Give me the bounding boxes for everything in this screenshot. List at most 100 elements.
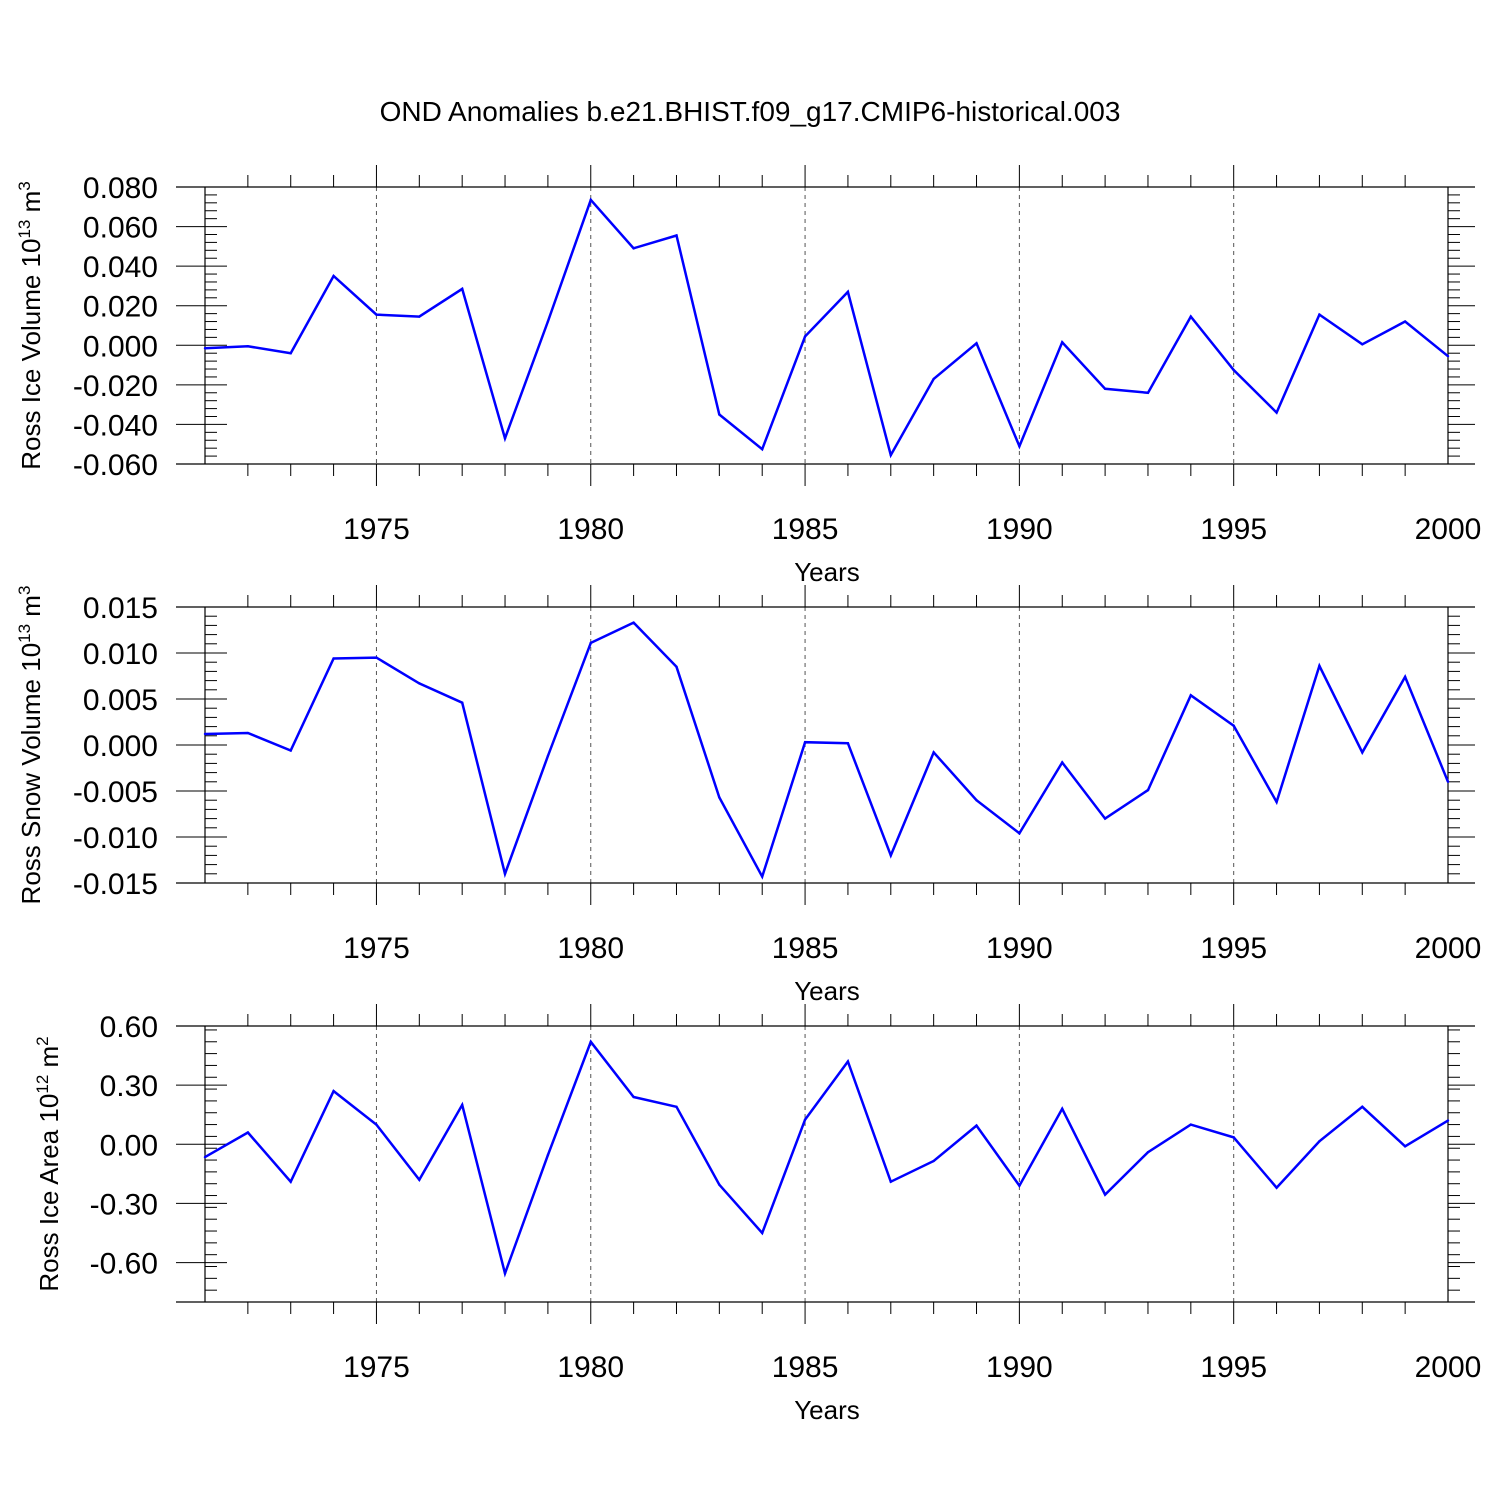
chart1-point-1983 [718, 413, 721, 416]
chart3-point-1980 [589, 1040, 592, 1043]
chart2-point-1987 [889, 854, 892, 857]
chart2-point-1994 [1189, 694, 1193, 697]
chart2-ytick-label: 0.010 [83, 638, 158, 671]
chart1-series-line [204, 197, 1449, 459]
chart3-point-1995 [1232, 1136, 1235, 1139]
chart2-point-1973 [289, 749, 292, 752]
chart1-point-1989 [975, 342, 978, 345]
chart3-series-line [204, 1039, 1449, 1278]
chart2-ytick-label: -0.015 [73, 868, 158, 901]
chart2-point-1996 [1275, 800, 1278, 804]
chart1-ytick-label: -0.060 [73, 449, 158, 482]
chart1-point-1973 [289, 352, 292, 355]
chart1-point-1979 [546, 320, 550, 323]
chart3-point-1987 [889, 1180, 892, 1183]
chart1-point-1990 [1018, 444, 1021, 448]
chart2-point-2000 [1446, 780, 1450, 783]
chart3-point-1975 [375, 1123, 378, 1126]
chart3-point-1974 [332, 1089, 335, 1093]
chart3-point-1990 [1018, 1184, 1021, 1187]
chart3-point-1992 [1103, 1193, 1107, 1196]
chart1-point-1984 [761, 447, 764, 451]
chart3-point-1984 [761, 1231, 764, 1235]
chart1-point-1976 [418, 315, 421, 318]
chart2-point-1997 [1318, 664, 1321, 668]
chart2-point-1978 [503, 872, 507, 875]
chart2-point-1972 [246, 731, 250, 735]
chart1-xtick-label: 1975 [343, 513, 410, 546]
chart1-point-1992 [1103, 387, 1107, 391]
chart2-series-line [204, 621, 1450, 880]
chart1-ytick-label: 0.080 [83, 172, 158, 205]
chart1-point-1994 [1189, 315, 1193, 318]
chart3-point-1999 [1403, 1145, 1407, 1148]
chart2-point-1999 [1403, 675, 1407, 679]
chart2-ytick-label: -0.005 [73, 776, 158, 809]
chart3-point-1996 [1275, 1186, 1278, 1189]
chart3-xtick-label: 1980 [557, 1351, 624, 1384]
chart1-xtick-label: 1980 [557, 513, 624, 546]
chart1-point-1991 [1061, 341, 1064, 344]
chart2-point-1971 [203, 732, 207, 736]
chart2-xtick-label: 1975 [343, 932, 410, 965]
chart1-point-1998 [1361, 343, 1364, 346]
chart2-xtick-label: 2000 [1415, 932, 1482, 965]
chart2-xtick-label: 1990 [986, 932, 1053, 965]
chart3-point-1998 [1361, 1105, 1364, 1109]
chart2-ytick-label: 0.015 [83, 592, 158, 625]
chart1-point-1993 [1146, 391, 1150, 394]
chart3-point-1979 [546, 1153, 550, 1157]
chart1-ytick-label: 0.060 [83, 212, 158, 245]
chart3-point-1978 [503, 1272, 507, 1275]
chart3-point-1989 [975, 1124, 978, 1127]
chart2-point-1980 [589, 641, 592, 645]
chart3-point-2000 [1446, 1119, 1450, 1122]
chart2-point-1984 [761, 875, 764, 878]
chart2-ylabel: Ross Snow Volume 1013 m3 [15, 586, 46, 905]
panel-snow-volume: 1975 1980 1985 1990 1995 2000 Years -0.015 -0.01… [15, 585, 1481, 1006]
chart1-point-1981 [632, 247, 635, 250]
chart3-xtick-label: 1990 [986, 1351, 1053, 1384]
chart1-ytick-label: 0.040 [83, 251, 158, 284]
chart1-point-1988 [932, 377, 935, 381]
chart3-point-1993 [1146, 1150, 1150, 1154]
chart3-point-1986 [846, 1060, 850, 1063]
panel-ice-area: 1975 1980 1985 1990 1995 2000 Years -0.60 -0.30 0… [33, 1004, 1481, 1425]
chart1-point-1985 [803, 335, 807, 338]
chart2-point-1988 [932, 751, 935, 754]
chart1-point-1995 [1232, 368, 1235, 372]
chart3-point-1997 [1318, 1140, 1321, 1143]
chart1-point-1986 [846, 290, 850, 294]
chart1-xtick-label: 1990 [986, 513, 1053, 546]
chart3-point-1983 [718, 1183, 721, 1186]
chart1-xtick-label: 1995 [1200, 513, 1267, 546]
chart3-xtick-label: 1975 [343, 1351, 410, 1384]
chart1-point-1980 [589, 198, 592, 202]
panel-ice-volume: 1975 1980 1985 1990 1995 2000 Years -0.060 -0.04… [15, 165, 1481, 587]
chart1-xlabel: Years [794, 557, 860, 587]
chart1-xtick-label: 1985 [772, 513, 839, 546]
chart2-point-1991 [1061, 761, 1064, 764]
chart2-xtick-label: 1985 [772, 932, 839, 965]
chart3-point-1977 [460, 1103, 464, 1107]
chart3-ylabel: Ross Ice Area 1012 m2 [33, 1036, 64, 1291]
chart2-point-1977 [460, 701, 464, 704]
chart3-ytick-label: -0.30 [90, 1188, 158, 1221]
chart2-point-1976 [418, 682, 421, 685]
chart3-ytick-label: 0.30 [100, 1070, 158, 1103]
figure-title: OND Anomalies b.e21.BHIST.f09_g17.CMIP6-… [379, 96, 1121, 127]
chart3-xtick-label: 1985 [772, 1351, 839, 1384]
chart2-point-1995 [1232, 724, 1235, 727]
chart1-point-1978 [503, 437, 507, 440]
chart2-point-1990 [1018, 832, 1021, 835]
chart1-ytick-label: -0.040 [73, 409, 158, 442]
chart1-point-1997 [1318, 313, 1321, 316]
chart2-point-1983 [718, 796, 721, 799]
chart2-point-1982 [675, 665, 678, 668]
chart2-point-1974 [332, 657, 335, 660]
chart1-point-1996 [1275, 411, 1278, 414]
chart1-ytick-label: -0.020 [73, 370, 158, 403]
chart2-point-1986 [846, 741, 850, 745]
chart2-ytick-label: -0.010 [73, 822, 158, 855]
